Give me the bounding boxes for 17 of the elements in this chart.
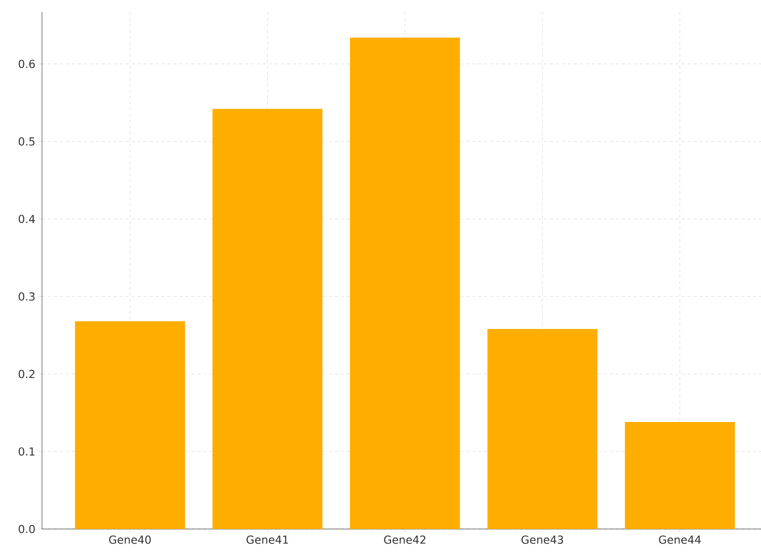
y-tick-label: 0.0 (18, 524, 35, 534)
bar (74, 321, 185, 529)
x-tick-label: Gene42 (384, 536, 426, 544)
y-tick-label: 0.6 (18, 60, 35, 68)
bar (624, 422, 735, 529)
x-tick-label: Gene43 (522, 536, 564, 544)
x-tick-label: Gene41 (246, 536, 288, 544)
x-tick-label: Gene44 (659, 536, 701, 544)
y-tick-label: 0.4 (18, 214, 35, 224)
bar (212, 108, 322, 529)
y-tick-label: 0.3 (18, 292, 35, 301)
y-tick-label: 0.2 (18, 370, 34, 378)
y-tick-label: 0.5 (18, 137, 35, 146)
bar (487, 329, 598, 529)
x-tick-label: Gene40 (109, 536, 151, 544)
bar (350, 38, 460, 529)
y-tick-label: 0.1 (18, 447, 34, 456)
